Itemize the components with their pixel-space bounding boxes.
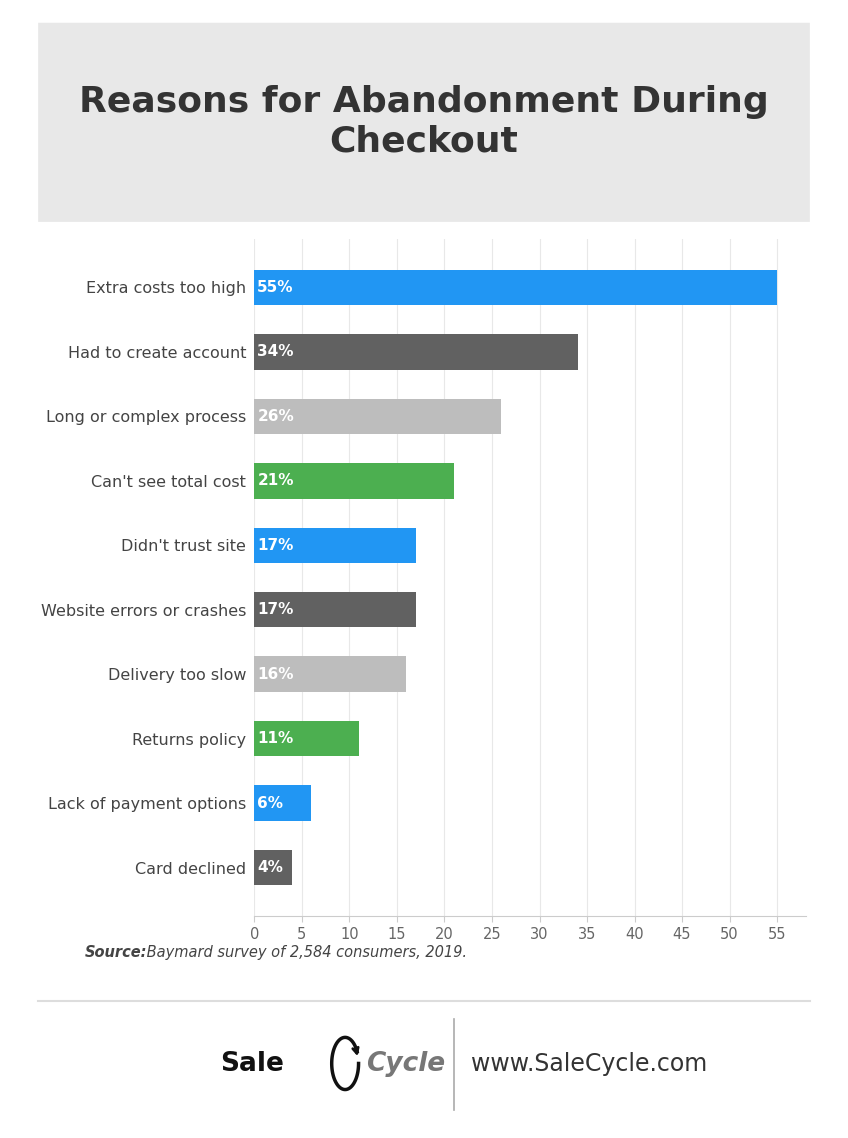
- Bar: [254, 463, 454, 498]
- Text: Sale: Sale: [220, 1052, 284, 1077]
- Text: www.SaleCycle.com: www.SaleCycle.com: [471, 1052, 707, 1077]
- Text: 17%: 17%: [257, 538, 293, 553]
- Text: 55%: 55%: [257, 280, 293, 295]
- Bar: [254, 592, 416, 627]
- Text: 16%: 16%: [257, 667, 293, 682]
- Bar: [254, 270, 777, 305]
- Text: 4%: 4%: [257, 860, 283, 875]
- Bar: [254, 850, 293, 885]
- Bar: [254, 785, 311, 820]
- Text: 21%: 21%: [257, 473, 293, 488]
- Bar: [254, 335, 577, 370]
- Text: 34%: 34%: [257, 345, 293, 360]
- Bar: [254, 398, 501, 434]
- Text: 11%: 11%: [257, 732, 293, 747]
- Bar: [254, 528, 416, 563]
- Text: Cycle: Cycle: [366, 1052, 445, 1077]
- Bar: [254, 657, 406, 692]
- Text: 17%: 17%: [257, 602, 293, 617]
- Text: Reasons for Abandonment During
Checkout: Reasons for Abandonment During Checkout: [79, 85, 769, 158]
- Text: Source:: Source:: [85, 945, 148, 960]
- Text: Baymard survey of 2,584 consumers, 2019.: Baymard survey of 2,584 consumers, 2019.: [142, 945, 467, 960]
- Text: 26%: 26%: [257, 409, 294, 423]
- Text: 6%: 6%: [257, 795, 283, 810]
- Bar: [254, 721, 359, 757]
